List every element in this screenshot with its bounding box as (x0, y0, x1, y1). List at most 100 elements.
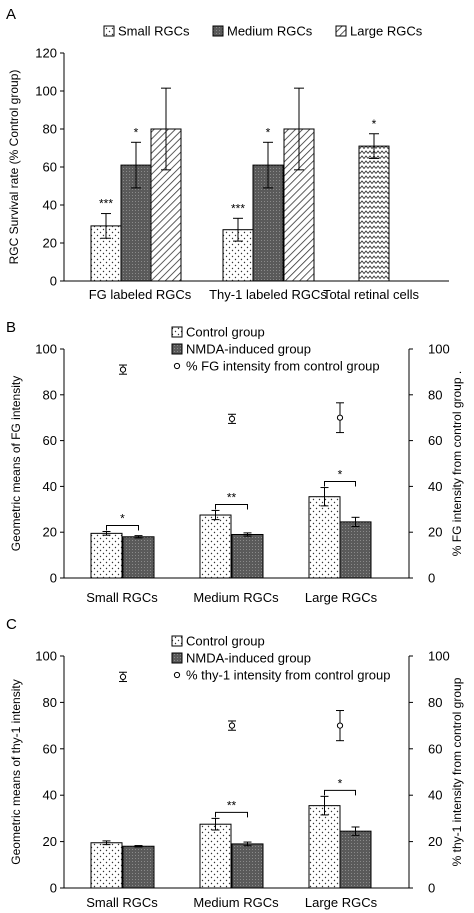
legend-swatch (171, 652, 183, 664)
legend-marker (173, 362, 181, 370)
y2-axis-title: % FG intensity from control group . (450, 371, 464, 556)
bar (199, 514, 232, 579)
y-tick-label: 60 (43, 433, 57, 448)
significance-stars: * (120, 512, 125, 526)
ratio-point (336, 414, 344, 421)
legend-swatch (171, 343, 183, 355)
ratio-point (119, 673, 127, 680)
y-tick-label: 120 (35, 46, 57, 61)
y-axis-title: RGC Survival rate (% Control group) (7, 70, 21, 265)
bar (339, 521, 372, 579)
y2-tick-label: 40 (428, 479, 442, 494)
ratio-point (228, 722, 236, 729)
legend-label: NMDA-induced group (186, 651, 311, 666)
y-tick-label: 20 (43, 834, 57, 849)
bar (231, 533, 264, 579)
category-label: Medium RGCs (193, 895, 279, 910)
significance-stars: * (372, 117, 377, 131)
bar (231, 843, 264, 889)
y2-tick-label: 100 (428, 342, 450, 357)
bar (122, 536, 155, 579)
legend-label: Medium RGCs (227, 24, 313, 39)
y-tick-label: 100 (35, 84, 57, 99)
y-axis-title: Geometric means of thy-1 intensity (9, 679, 23, 864)
panel-c: C 0 0 20 20 40 40 60 60 80 80 100 100 Geometric means… (6, 616, 464, 910)
legend-swatch (171, 326, 183, 338)
legend-label: NMDA-induced group (186, 342, 311, 357)
legend-swatch (335, 25, 347, 37)
legend-swatch (103, 25, 115, 37)
category-label: Thy-1 labeled RGCs (209, 287, 327, 302)
y2-tick-label: 100 (428, 649, 450, 664)
y2-tick-label: 0 (428, 881, 435, 896)
y-tick-label: 0 (50, 881, 57, 896)
y-tick-label: 40 (43, 479, 57, 494)
significance-bracket (215, 503, 248, 510)
ratio-point (336, 722, 344, 729)
significance-stars: * (338, 776, 343, 790)
y-tick-label: 0 (50, 274, 57, 289)
category-label: Large RGCs (305, 895, 378, 910)
legend-label: Control group (186, 634, 265, 649)
category-label: Small RGCs (86, 590, 158, 605)
panel-a: A 0 20 40 60 80 100 120 RGC Survival rate (% Con… (6, 6, 449, 302)
bar (358, 145, 390, 282)
y-tick-label: 0 (50, 571, 57, 586)
y2-axis-title: % thy-1 intensity from control group (450, 677, 464, 866)
legend-label: Control group (186, 325, 265, 340)
y-tick-label: 80 (43, 387, 57, 402)
category-label: Total retinal cells (323, 287, 420, 302)
significance-stars: *** (99, 197, 113, 211)
panel-b: B 0 0 20 20 40 40 60 60 80 80 100 100 Geometric means… (6, 319, 464, 605)
bar (90, 532, 123, 579)
significance-stars: ** (227, 798, 237, 812)
y-tick-label: 60 (43, 741, 57, 756)
legend-label: % FG intensity from control group (186, 359, 380, 374)
bar (199, 823, 232, 889)
y-tick-label: 100 (35, 649, 57, 664)
legend-label: Small RGCs (118, 24, 190, 39)
y-tick-label: 20 (43, 525, 57, 540)
significance-stars: * (134, 125, 139, 139)
bar (90, 842, 123, 889)
legend-marker (173, 671, 181, 679)
y2-tick-label: 60 (428, 433, 442, 448)
panel-label: B (6, 319, 16, 336)
panel-label: C (6, 616, 17, 633)
legend-swatch (212, 25, 224, 37)
significance-bracket (106, 525, 139, 531)
y-tick-label: 80 (43, 122, 57, 137)
bar (122, 845, 155, 889)
significance-stars: * (338, 468, 343, 482)
y2-tick-label: 80 (428, 387, 442, 402)
significance-bracket (324, 481, 356, 487)
legend-swatch (171, 635, 183, 647)
significance-bracket (215, 811, 248, 818)
significance-stars: ** (227, 490, 237, 504)
legend-label: Large RGCs (350, 24, 423, 39)
y2-tick-label: 80 (428, 695, 442, 710)
y2-tick-label: 40 (428, 788, 442, 803)
ratio-point (228, 415, 236, 422)
legend-label: % thy-1 intensity from control group (186, 668, 390, 683)
y-tick-label: 40 (43, 198, 57, 213)
significance-stars: *** (231, 201, 245, 215)
panel-label: A (6, 6, 16, 23)
y-tick-label: 100 (35, 342, 57, 357)
significance-bracket (324, 789, 356, 796)
y2-tick-label: 20 (428, 834, 442, 849)
bar (339, 830, 372, 889)
category-label: Small RGCs (86, 895, 158, 910)
category-label: FG labeled RGCs (89, 287, 192, 302)
category-label: Medium RGCs (193, 590, 279, 605)
category-label: Large RGCs (305, 590, 378, 605)
bar (308, 805, 341, 889)
y-axis-title: Geometric means of FG intensity (9, 376, 23, 551)
y2-tick-label: 60 (428, 741, 442, 756)
bar (308, 496, 341, 579)
significance-stars: * (266, 125, 271, 139)
y2-tick-label: 0 (428, 571, 435, 586)
y-tick-label: 80 (43, 695, 57, 710)
y2-tick-label: 20 (428, 525, 442, 540)
ratio-point (119, 366, 127, 373)
